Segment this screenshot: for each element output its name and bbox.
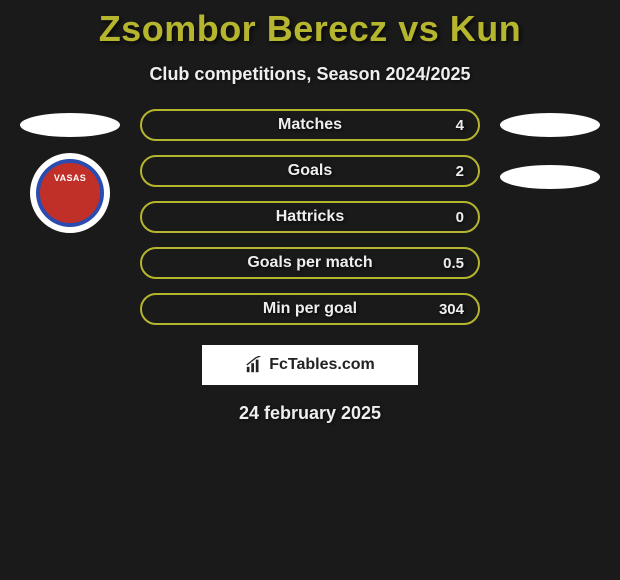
stat-value: 0 xyxy=(456,209,464,226)
content-row: VASAS Matches 4 Goals 2 Hattricks 0 Goal… xyxy=(0,109,620,325)
stat-row-matches: Matches 4 xyxy=(140,109,480,141)
player-placeholder-left xyxy=(20,113,120,137)
right-column xyxy=(490,109,610,325)
club-logo-left: VASAS xyxy=(30,153,110,233)
stats-list: Matches 4 Goals 2 Hattricks 0 Goals per … xyxy=(140,109,480,325)
stat-row-goals: Goals 2 xyxy=(140,155,480,187)
stat-value: 4 xyxy=(456,117,464,134)
stat-row-min-per-goal: Min per goal 304 xyxy=(140,293,480,325)
comparison-widget: Zsombor Berecz vs Kun Club competitions,… xyxy=(0,0,620,580)
club-logo-text: VASAS xyxy=(54,173,86,183)
brand-text: FcTables.com xyxy=(269,356,375,374)
stat-label: Goals xyxy=(288,162,332,180)
left-column: VASAS xyxy=(10,109,130,325)
stat-row-hattricks: Hattricks 0 xyxy=(140,201,480,233)
player-placeholder-right-2 xyxy=(500,165,600,189)
brand-link[interactable]: FcTables.com xyxy=(202,345,418,385)
chart-icon xyxy=(245,356,263,374)
subtitle: Club competitions, Season 2024/2025 xyxy=(149,64,470,85)
page-title: Zsombor Berecz vs Kun xyxy=(99,8,522,50)
stat-label: Goals per match xyxy=(247,254,372,272)
stat-value: 304 xyxy=(439,301,464,318)
date-label: 24 february 2025 xyxy=(239,403,381,424)
stat-value: 2 xyxy=(456,163,464,180)
stat-row-goals-per-match: Goals per match 0.5 xyxy=(140,247,480,279)
stat-label: Min per goal xyxy=(263,300,357,318)
stat-value: 0.5 xyxy=(443,255,464,272)
stat-label: Matches xyxy=(278,116,342,134)
player-placeholder-right-1 xyxy=(500,113,600,137)
club-logo-inner: VASAS xyxy=(36,159,104,227)
stat-label: Hattricks xyxy=(276,208,344,226)
